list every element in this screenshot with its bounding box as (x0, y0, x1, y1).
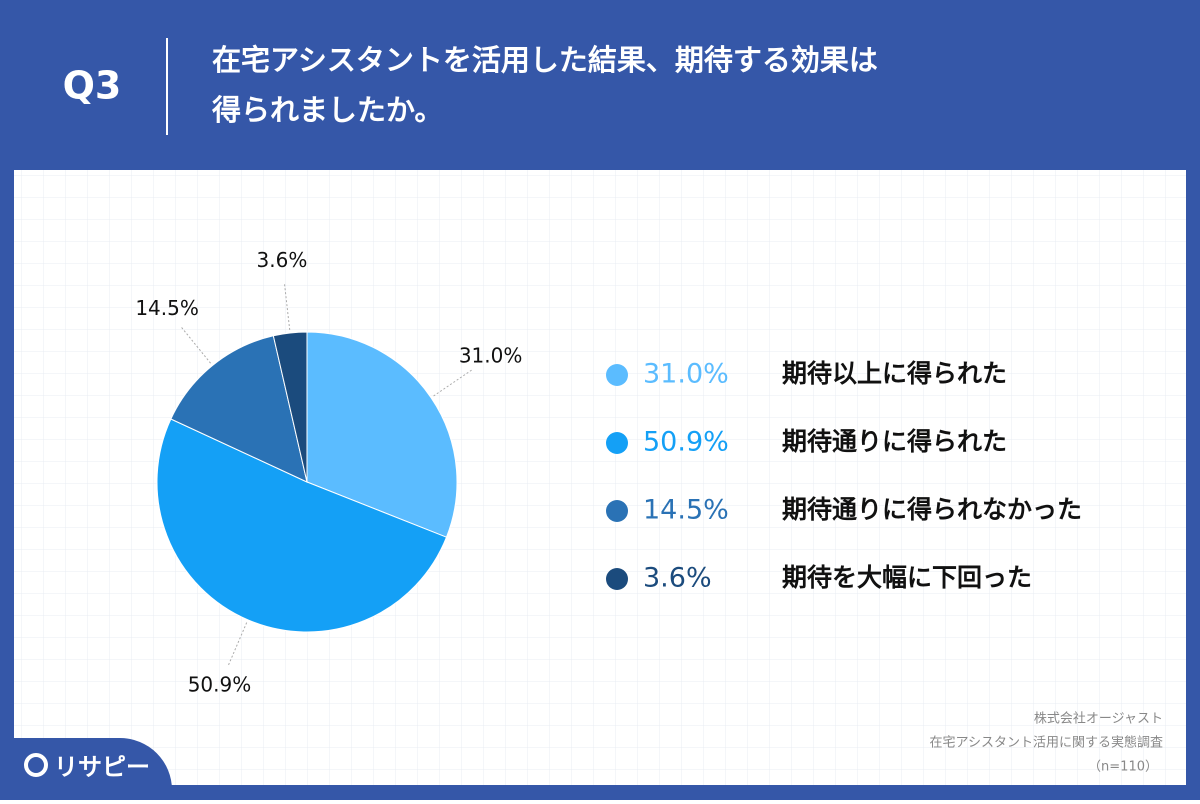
pie-slice (272, 331, 308, 483)
legend-value: 31.0% (643, 359, 729, 390)
title-line: 在宅アシスタントを活用した結果、期待する効果は (212, 43, 878, 77)
logo-tab (0, 738, 172, 800)
source-line: 株式会社オージャスト (1034, 711, 1163, 727)
legend-marker (606, 364, 628, 386)
logo-text: リサピー (54, 753, 150, 781)
pie-slice (306, 331, 458, 538)
legend-marker (606, 500, 628, 522)
source-line: 在宅アシスタント活用に関する実態調査 (930, 735, 1163, 751)
legend-value: 14.5% (643, 495, 729, 526)
legend-value: 50.9% (643, 427, 729, 458)
legend-marker (606, 432, 628, 454)
title-line: 得られましたか。 (211, 93, 443, 127)
data-label: 50.9% (188, 673, 252, 697)
legend-value: 3.6% (643, 563, 712, 594)
data-label: 31.0% (459, 344, 523, 368)
legend-label: 期待以上に得られた (782, 359, 1007, 388)
source-line: （n=110） (1088, 760, 1158, 775)
legend-label: 期待通りに得られた (782, 427, 1007, 456)
logo-icon (24, 753, 48, 777)
data-label: 14.5% (135, 296, 199, 320)
legend-marker (606, 568, 628, 590)
legend-label: 期待を大幅に下回った (782, 563, 1032, 592)
pie-slice (170, 335, 308, 483)
question-number: Q3 (63, 64, 122, 108)
pie-chart: 31.0% 31.0% 期待以上に得られた 50.9% 50.9% 期待通りに得られた 14… (135, 248, 1082, 697)
data-label: 3.6% (257, 248, 308, 272)
pie-slice (156, 418, 448, 633)
legend-label: 期待通りに得られなかった (782, 495, 1082, 524)
